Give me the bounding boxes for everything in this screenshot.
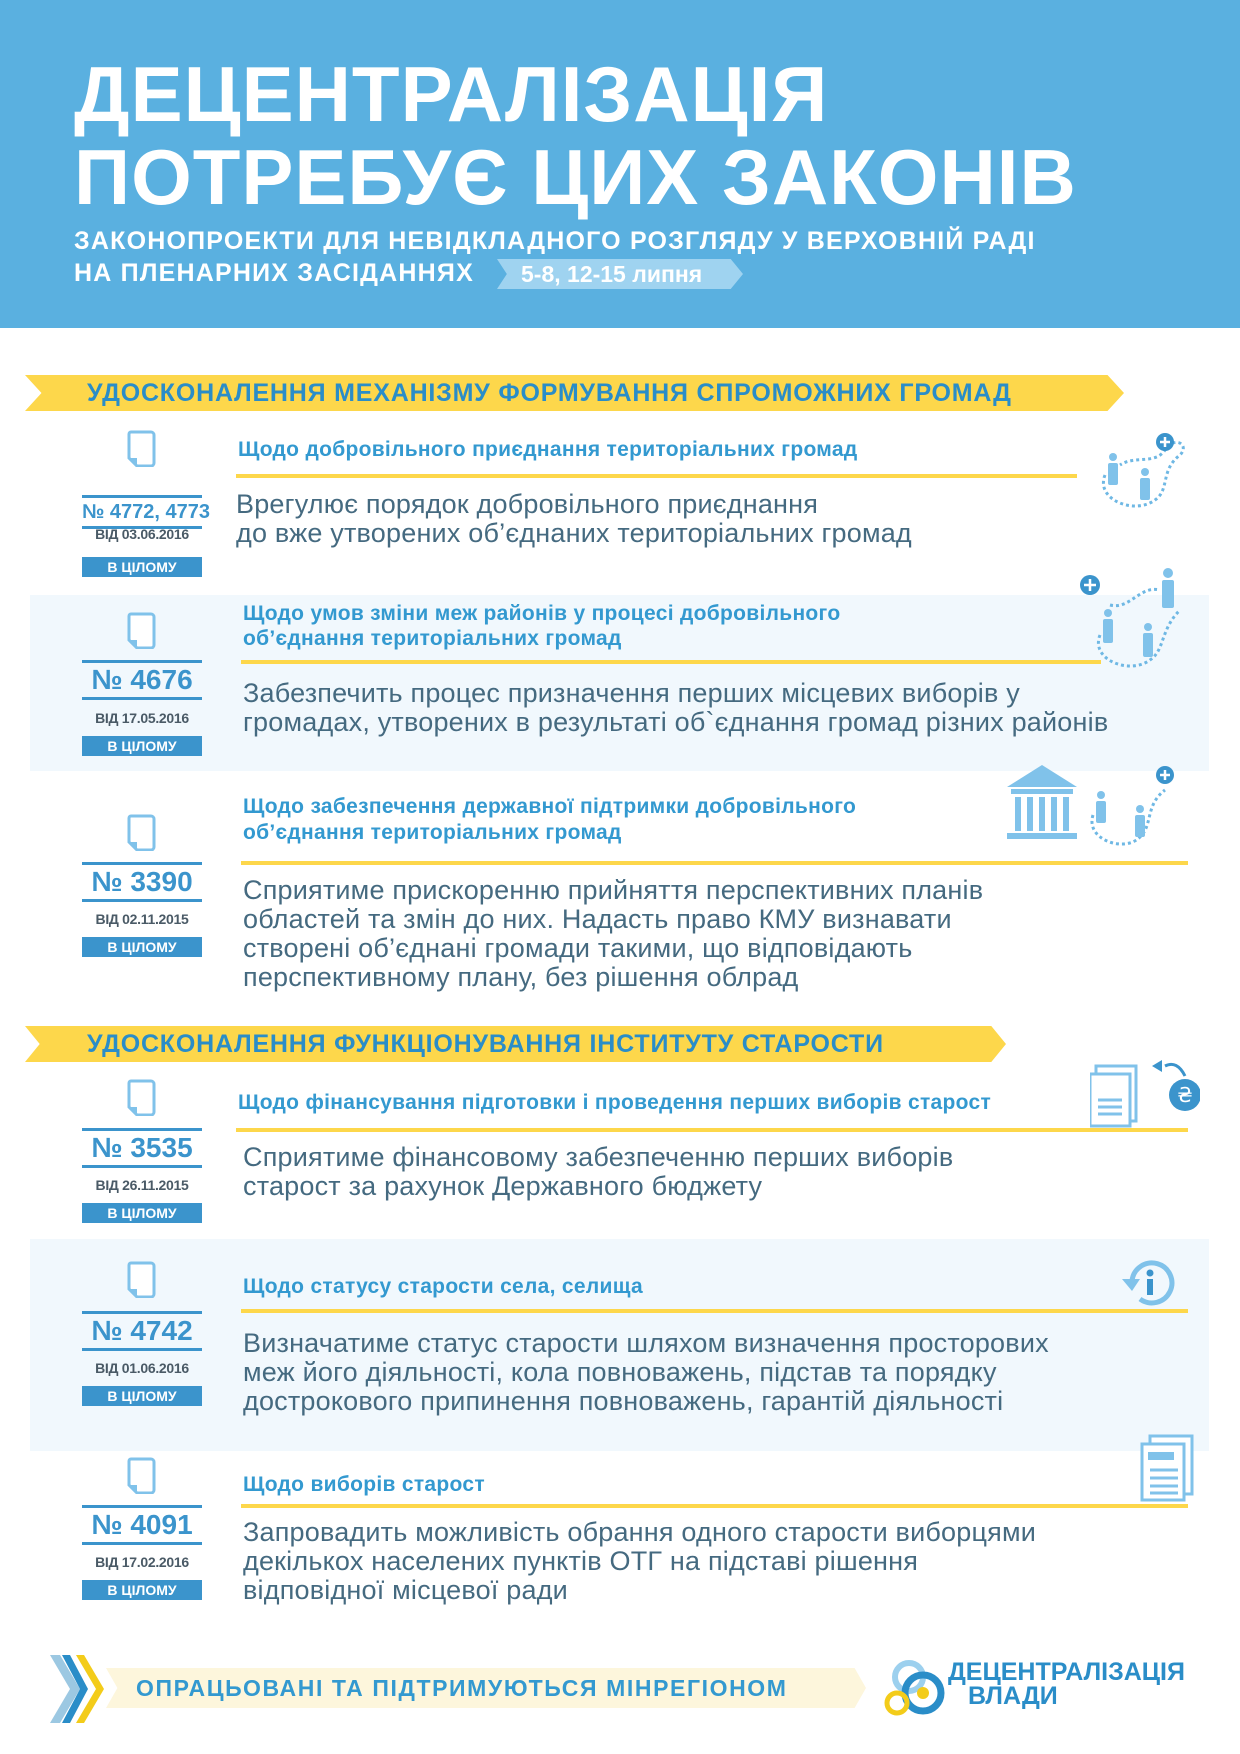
bill-number: № 3390 xyxy=(82,862,202,902)
ballot-document-icon xyxy=(1138,1432,1198,1507)
bill-date: ВІД 17.05.2016 xyxy=(95,710,189,726)
bill-description: до вже утворених об’єднаних територіальн… xyxy=(236,518,912,548)
bill-description: Визначатиме статус старости шляхом визна… xyxy=(243,1328,1049,1358)
bill-title: Щодо статусу старости села, селища xyxy=(243,1275,643,1298)
divider xyxy=(241,861,1188,865)
divider xyxy=(236,1128,1188,1132)
bill-description: областей та змін до них. Надасть право К… xyxy=(243,904,952,934)
bill-date: ВІД 17.02.2016 xyxy=(95,1554,189,1570)
bill-description: громадах, утворених в результаті об`єдна… xyxy=(243,707,1109,737)
page-title-line2: ПОТРЕБУЄ ЦИХ ЗАКОНІВ xyxy=(74,133,1077,221)
bill-date: ВІД 03.06.2016 xyxy=(95,526,189,542)
bill-date: ВІД 01.06.2016 xyxy=(95,1360,189,1376)
government-building-icon xyxy=(1005,765,1185,860)
documents-money-icon: ₴ xyxy=(1088,1058,1201,1133)
bill-description: старост за рахунок Державного бюджету xyxy=(243,1171,763,1201)
people-boundary-icon xyxy=(1080,565,1190,680)
subtitle-line2: НА ПЛЕНАРНИХ ЗАСІДАННЯХ xyxy=(74,259,474,287)
bill-description: Врегулює порядок добровільного приєднанн… xyxy=(236,489,819,519)
bill-title: об’єднання територіальних громад xyxy=(243,627,622,650)
bill-title: Щодо умов зміни меж районів у процесі до… xyxy=(243,602,841,625)
divider xyxy=(236,474,1077,478)
document-icon xyxy=(127,1457,157,1495)
bill-description: Сприятиме прискоренню прийняття перспект… xyxy=(243,875,984,905)
bill-date: ВІД 26.11.2015 xyxy=(95,1177,189,1193)
bill-date: ВІД 02.11.2015 xyxy=(95,911,189,927)
logo-text-line1: ДЕЦЕНТРАЛІЗАЦІЯ xyxy=(948,1658,1185,1686)
page-title-line1: ДЕЦЕНТРАЛІЗАЦІЯ xyxy=(74,50,829,138)
bill-title: Щодо фінансування підготовки і проведенн… xyxy=(238,1091,992,1114)
bill-description: Забезпечить процес призначення перших мі… xyxy=(243,678,1020,708)
bill-title: Щодо виборів старост xyxy=(243,1473,485,1496)
document-icon xyxy=(127,1079,157,1117)
bill-description: створені об’єднані громади такими, що ві… xyxy=(243,933,913,963)
status-badge: В ЦІЛОМУ xyxy=(82,557,202,577)
decentralization-logo-icon xyxy=(884,1660,945,1716)
row-background xyxy=(30,595,1209,771)
bill-description: меж його діяльності, кола повноважень, п… xyxy=(243,1357,997,1387)
bill-description: декількох населених пунктів ОТГ на підст… xyxy=(243,1546,919,1576)
status-badge: В ЦІЛОМУ xyxy=(82,1386,202,1406)
bill-number: № 4091 xyxy=(82,1505,202,1545)
row-background xyxy=(30,1239,1209,1451)
bill-number: № 4742 xyxy=(82,1311,202,1351)
bill-number: № 4772, 4773 xyxy=(82,495,210,529)
status-badge: В ЦІЛОМУ xyxy=(82,736,202,756)
bill-description: дострокового припинення повноважень, гар… xyxy=(243,1386,1004,1416)
bill-description: Сприятиме фінансовому забезпеченню перши… xyxy=(243,1142,954,1172)
svg-text:₴: ₴ xyxy=(1177,1083,1192,1107)
document-icon xyxy=(127,612,157,650)
logo-text-line2: ВЛАДИ xyxy=(968,1682,1058,1710)
subtitle-line1: ЗАКОНОПРОЕКТИ ДЛЯ НЕВІДКЛАДНОГО РОЗГЛЯДУ… xyxy=(74,227,1036,255)
bill-number: № 4676 xyxy=(82,660,202,700)
divider xyxy=(241,660,1101,664)
bill-description: відповідної місцевої ради xyxy=(243,1575,568,1605)
chevrons-logo-icon xyxy=(50,1655,104,1723)
bill-title: об’єднання територіальних громад xyxy=(243,821,622,844)
bill-title: Щодо добровільного приєднання територіал… xyxy=(238,438,858,461)
status-badge: В ЦІЛОМУ xyxy=(82,937,202,957)
footer-banner: ОПРАЦЬОВАНІ ТА ПІДТРИМУЮТЬСЯ МІНРЕГІОНОМ xyxy=(106,1668,866,1708)
info-refresh-icon xyxy=(1120,1255,1180,1320)
document-icon xyxy=(127,814,157,852)
document-icon xyxy=(127,1261,157,1299)
document-icon xyxy=(127,430,157,468)
status-badge: В ЦІЛОМУ xyxy=(82,1580,202,1600)
people-join-icon xyxy=(1095,430,1185,515)
bill-description: Запровадить можливість обрання одного ст… xyxy=(243,1517,1037,1547)
divider xyxy=(241,1504,1188,1508)
bill-description: перспективному плану, без рішення облрад xyxy=(243,962,799,992)
status-badge: В ЦІЛОМУ xyxy=(82,1203,202,1223)
section-heading-1: УДОСКОНАЛЕННЯ МЕХАНІЗМУ ФОРМУВАННЯ СПРОМ… xyxy=(25,375,1124,411)
bill-title: Щодо забезпечення державної підтримки до… xyxy=(243,795,857,818)
bill-number: № 3535 xyxy=(82,1128,202,1168)
divider xyxy=(241,1309,1188,1313)
section-heading-2: УДОСКОНАЛЕННЯ ФУНКЦІОНУВАННЯ ІНСТИТУТУ С… xyxy=(25,1026,1006,1062)
dates-badge: 5-8, 12-15 липня xyxy=(497,259,743,289)
